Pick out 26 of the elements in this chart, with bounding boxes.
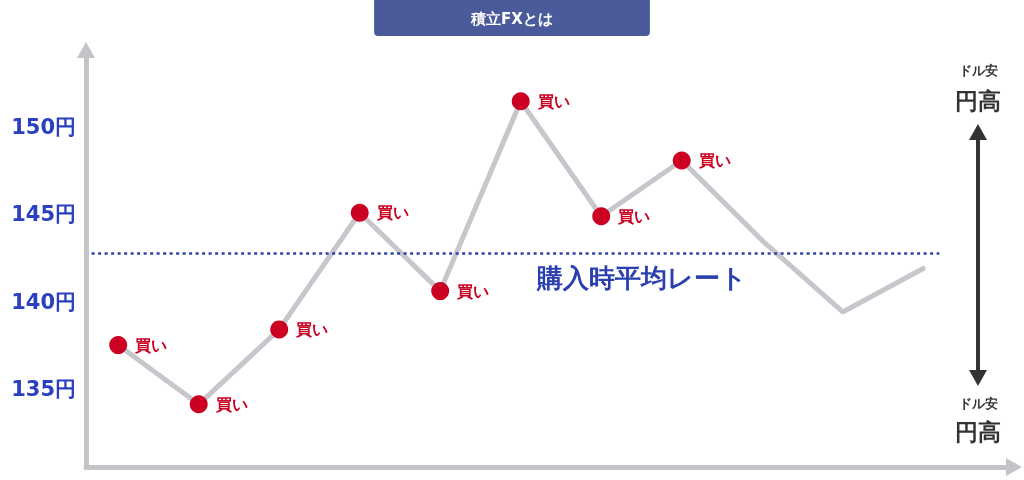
chart-title: 積立FXとは bbox=[470, 9, 553, 28]
y-tick-label: 135円 bbox=[11, 376, 76, 401]
annotation: 円高 bbox=[955, 88, 1001, 114]
data-label: 買い bbox=[617, 206, 651, 226]
y-tick-label: 145円 bbox=[11, 202, 76, 227]
annotation: 円高 bbox=[955, 419, 1001, 445]
data-label: 買い bbox=[214, 394, 248, 414]
annotation: ドル安 bbox=[958, 395, 998, 411]
data-label: 買い bbox=[697, 150, 731, 170]
point bbox=[189, 395, 208, 414]
point bbox=[511, 92, 530, 111]
data-label: 買い bbox=[295, 319, 329, 339]
annotation: ドル安 bbox=[958, 62, 998, 78]
ref-line-label: 購入時平均レート bbox=[535, 262, 747, 293]
point bbox=[270, 320, 289, 339]
y-tick-label: 150円 bbox=[11, 115, 76, 140]
data-label: 買い bbox=[536, 91, 570, 111]
data-label: 買い bbox=[134, 335, 168, 355]
point bbox=[109, 336, 128, 355]
point bbox=[672, 151, 691, 170]
data-label: 買い bbox=[456, 281, 490, 301]
point bbox=[350, 203, 369, 222]
point bbox=[592, 207, 611, 226]
point bbox=[431, 282, 450, 301]
data-label: 買い bbox=[375, 203, 409, 223]
y-tick-label: 140円 bbox=[11, 289, 76, 314]
